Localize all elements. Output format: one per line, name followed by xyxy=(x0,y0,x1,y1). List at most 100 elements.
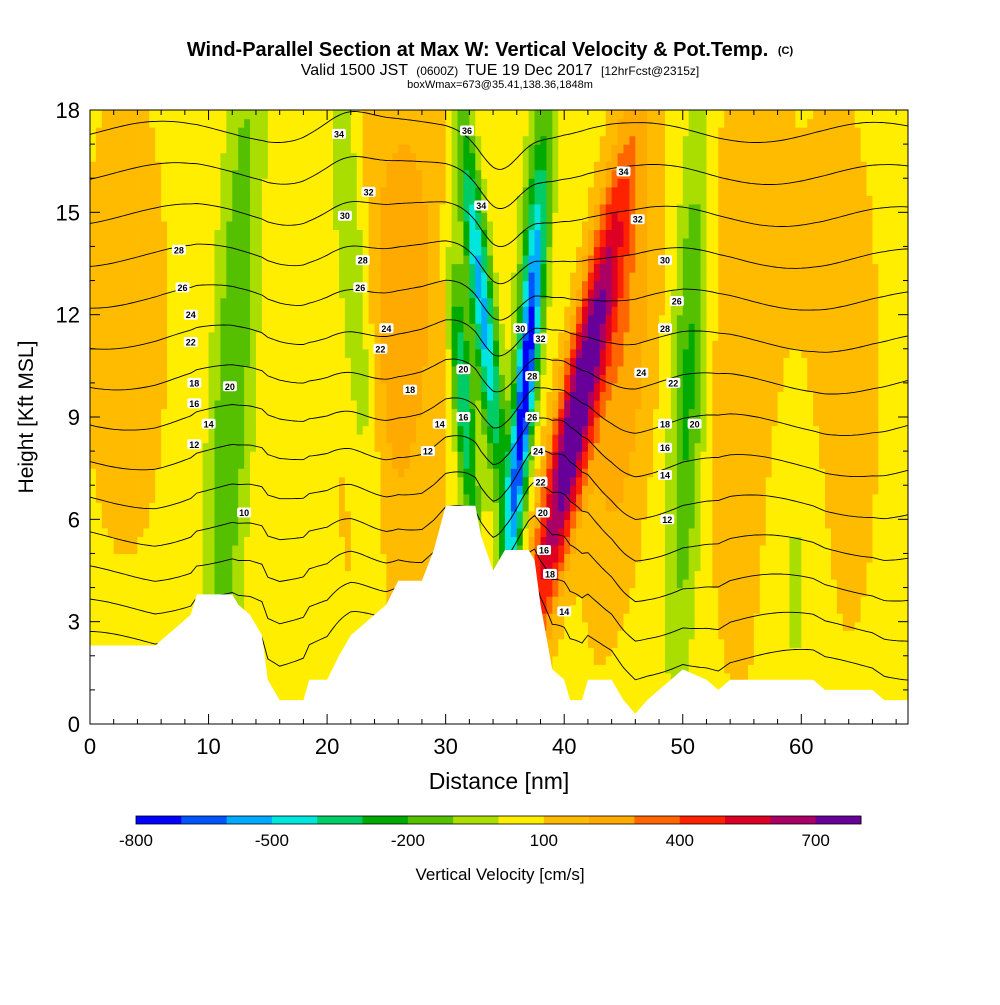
w-cell xyxy=(742,672,749,682)
w-cell xyxy=(676,493,684,503)
w-cell xyxy=(125,613,133,623)
w-cell xyxy=(167,604,174,614)
w-cell xyxy=(712,527,719,537)
w-cell xyxy=(866,604,874,614)
w-cell xyxy=(700,604,708,614)
w-cell xyxy=(629,476,636,486)
w-cell xyxy=(226,553,233,563)
w-cell xyxy=(327,655,334,665)
w-cell xyxy=(552,451,559,461)
w-cell xyxy=(611,451,619,461)
w-cell xyxy=(611,570,619,580)
w-cell xyxy=(90,459,97,469)
w-cell xyxy=(884,561,891,572)
w-cell xyxy=(558,613,565,623)
w-cell xyxy=(167,544,174,555)
w-cell xyxy=(421,519,429,529)
w-cell xyxy=(807,553,814,563)
w-cell xyxy=(688,442,696,452)
w-cell xyxy=(830,647,838,657)
w-cell xyxy=(617,630,625,640)
w-cell xyxy=(635,510,642,520)
w-cell xyxy=(783,544,791,555)
w-cell xyxy=(718,561,725,572)
w-cell xyxy=(860,672,868,682)
w-cell xyxy=(599,596,607,606)
w-cell xyxy=(202,553,210,563)
w-cell xyxy=(878,579,885,589)
w-cell xyxy=(499,476,506,486)
w-cell xyxy=(255,553,263,563)
w-cell xyxy=(333,510,340,520)
w-cell xyxy=(854,536,862,546)
w-cell xyxy=(528,502,536,512)
w-cell xyxy=(362,493,370,503)
w-cell xyxy=(516,476,524,486)
w-cell xyxy=(167,459,174,469)
w-cell xyxy=(404,553,411,563)
w-cell xyxy=(427,536,435,546)
w-cell xyxy=(765,527,773,537)
w-cell xyxy=(362,613,370,623)
w-cell xyxy=(285,630,293,640)
w-cell xyxy=(688,502,696,512)
w-cell xyxy=(635,476,642,486)
w-cell xyxy=(605,476,613,486)
w-cell xyxy=(196,510,204,520)
w-cell xyxy=(605,468,613,478)
w-cell xyxy=(641,485,648,495)
w-cell xyxy=(629,655,636,665)
w-cell xyxy=(315,655,322,665)
w-cell xyxy=(688,621,696,631)
w-cell xyxy=(143,493,150,503)
w-cell xyxy=(95,561,103,572)
w-cell xyxy=(706,570,713,580)
w-cell xyxy=(682,613,690,623)
w-cell xyxy=(854,570,862,580)
w-cell xyxy=(836,527,844,537)
w-cell xyxy=(309,536,316,546)
w-cell xyxy=(700,596,708,606)
w-cell xyxy=(635,544,642,555)
w-cell xyxy=(143,604,150,614)
w-cell xyxy=(356,596,364,606)
w-cell xyxy=(362,596,370,606)
w-cell xyxy=(860,621,868,631)
w-cell xyxy=(267,442,275,452)
w-cell xyxy=(605,579,613,589)
w-cell xyxy=(214,485,222,495)
w-cell xyxy=(178,417,186,427)
w-cell xyxy=(884,638,891,648)
w-cell xyxy=(220,502,227,512)
w-cell xyxy=(190,510,198,520)
w-cell xyxy=(267,647,275,657)
w-cell xyxy=(842,561,850,572)
w-cell xyxy=(617,493,625,503)
w-cell xyxy=(297,596,304,606)
w-cell xyxy=(581,596,589,606)
w-cell xyxy=(398,468,405,478)
w-cell xyxy=(131,485,139,495)
w-cell xyxy=(825,613,832,623)
w-cell xyxy=(771,434,779,444)
w-cell xyxy=(587,451,595,461)
w-cell xyxy=(220,459,227,469)
w-cell xyxy=(807,672,814,682)
w-cell xyxy=(712,681,719,691)
w-cell xyxy=(149,613,156,623)
w-cell xyxy=(801,655,808,665)
w-cell xyxy=(344,493,352,503)
w-cell xyxy=(344,570,352,580)
w-cell xyxy=(95,553,103,563)
w-cell xyxy=(404,570,411,580)
w-cell xyxy=(659,570,666,580)
w-cell xyxy=(315,613,322,623)
w-cell xyxy=(581,442,589,452)
w-cell xyxy=(736,536,743,546)
w-cell xyxy=(795,561,802,572)
w-cell xyxy=(842,485,850,495)
w-cell xyxy=(534,527,542,537)
w-cell xyxy=(338,502,346,512)
w-cell xyxy=(107,476,115,486)
